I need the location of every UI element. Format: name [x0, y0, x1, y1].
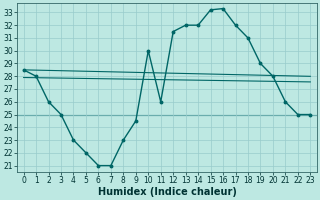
X-axis label: Humidex (Indice chaleur): Humidex (Indice chaleur) [98, 187, 236, 197]
